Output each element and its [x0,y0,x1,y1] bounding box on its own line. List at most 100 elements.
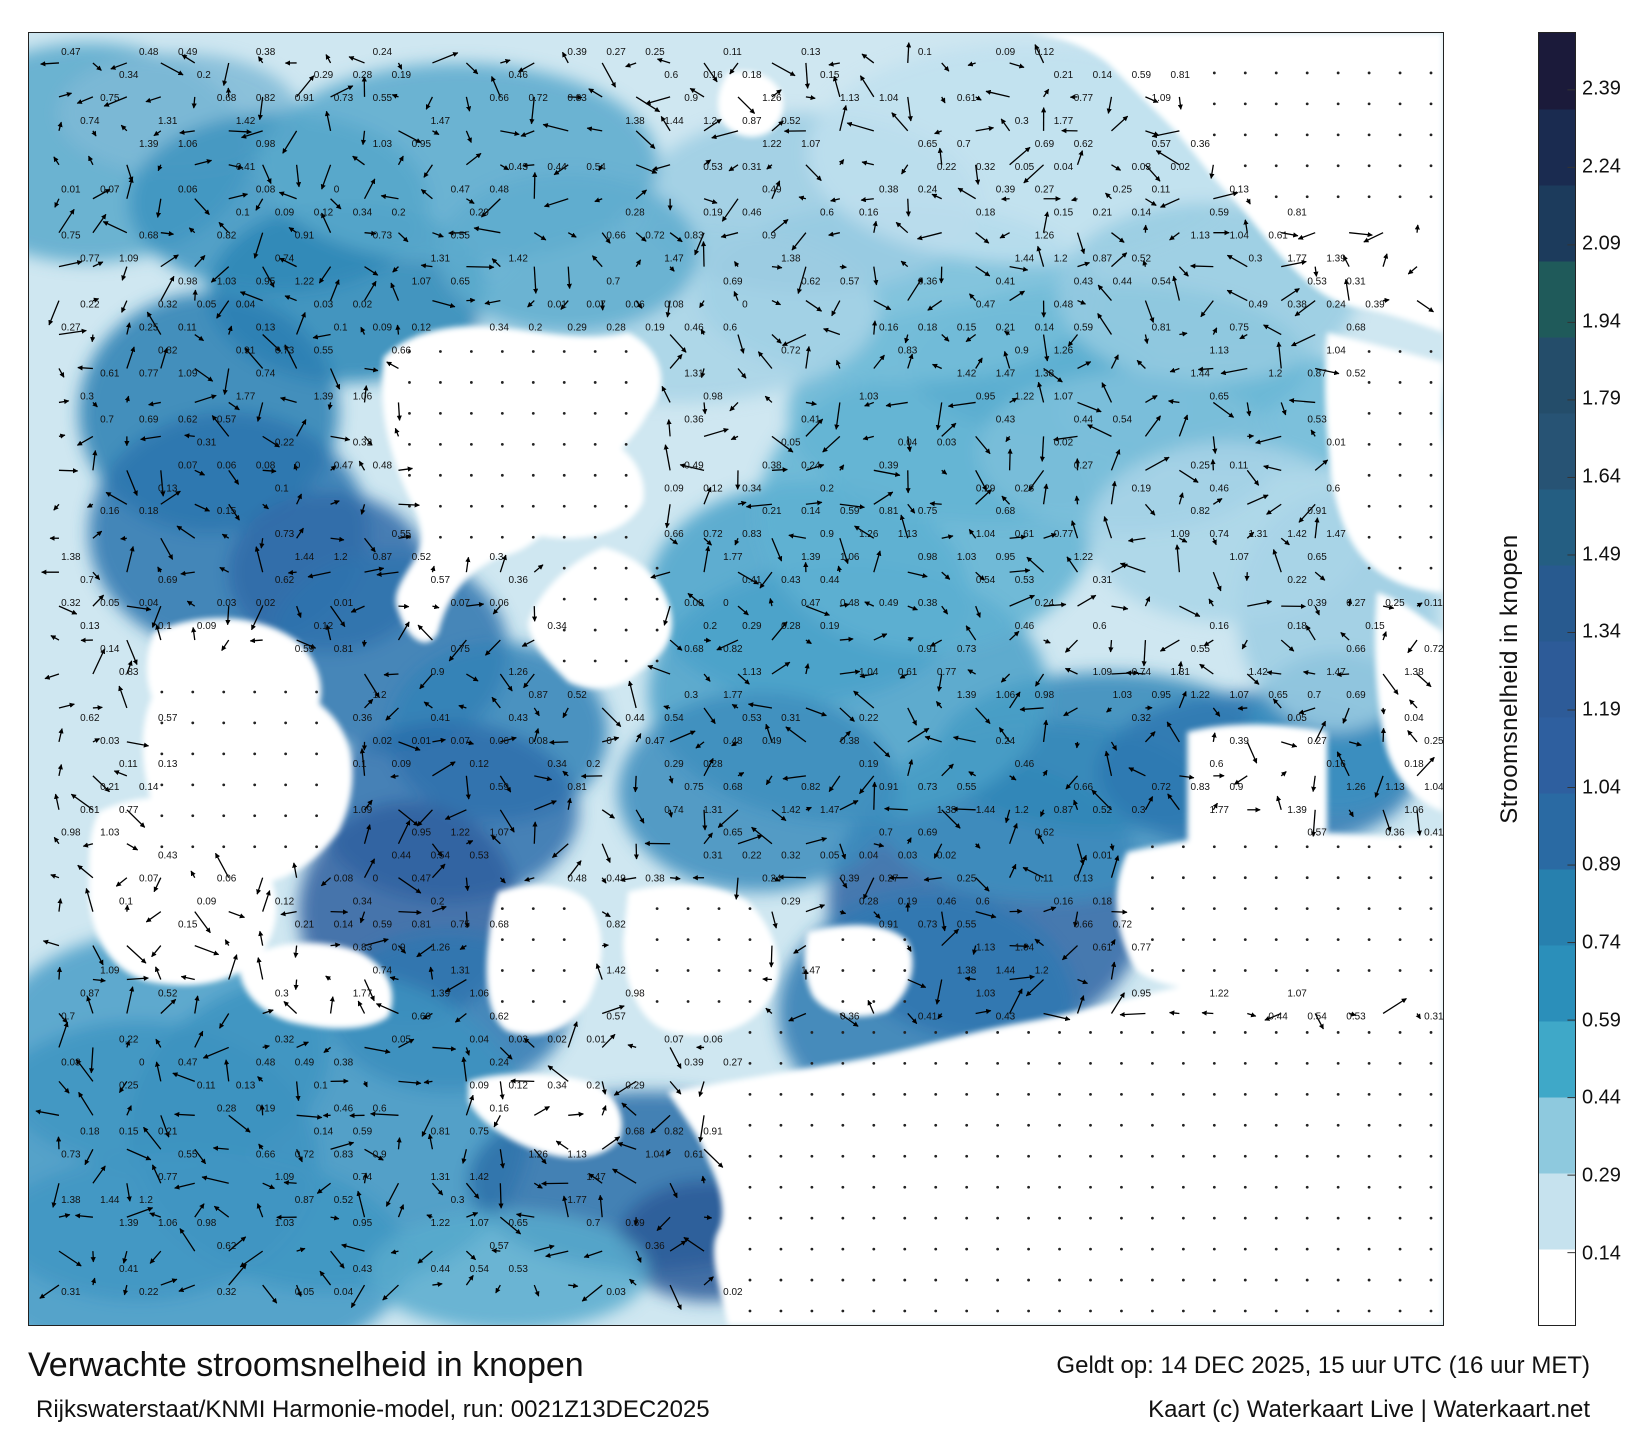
current-arrow [759,571,773,589]
current-arrow [1108,640,1114,653]
current-arrow [465,556,471,573]
speed-label: 0.57 [217,414,237,425]
current-arrow [465,1047,471,1056]
current-arrow [771,334,782,344]
current-arrow [420,189,433,200]
grid-dot [562,442,566,446]
grid-dot [531,504,535,508]
current-arrow [1037,381,1045,403]
current-arrow [126,1105,132,1116]
speed-label: 1.04 [976,529,996,540]
speed-label: 0.54 [431,851,451,862]
speed-label: 1.22 [451,828,471,839]
grid-dot [717,938,721,941]
current-arrow [461,1056,468,1082]
grid-dot [222,752,226,756]
speed-label: 0.11 [723,47,742,58]
current-arrow [1348,1011,1357,1017]
current-arrow [296,311,306,335]
speed-label: 0.75 [684,782,704,793]
current-arrow [362,1172,368,1184]
grid-dot [996,1309,1000,1313]
current-arrow [778,874,806,880]
current-arrow [1174,544,1181,573]
current-arrow [352,155,365,166]
speed-label: 0.08 [61,1057,81,1068]
speed-label: 0.68 [684,644,704,655]
grid-dot [284,783,288,787]
speed-label: 1.09 [119,254,139,265]
speed-label: 0.9 [1229,782,1243,793]
current-arrow [839,843,847,860]
current-arrow [358,460,366,471]
speed-label: 1.31 [431,254,451,265]
speed-label: 0.47 [334,460,354,471]
current-arrow [846,121,874,132]
speed-label: 0.9 [1015,346,1029,357]
current-arrow [431,1182,444,1196]
speed-label: 0.04 [1404,713,1424,724]
current-arrow [771,435,794,453]
current-arrow [771,299,782,306]
current-arrow [1043,602,1067,608]
speed-label: 0.55 [957,782,977,793]
current-arrow [533,1148,547,1165]
speed-label: 0.11 [1424,598,1443,609]
current-arrow [258,930,264,946]
current-arrow [327,402,333,410]
speed-label: 0.61 [957,93,977,104]
grid-dot [253,845,257,849]
current-arrow [1264,1012,1282,1021]
grid-dot [1429,1309,1433,1313]
current-arrow [92,775,110,793]
current-arrow [854,525,875,539]
current-arrow [1211,732,1217,743]
grid-dot [253,814,257,818]
current-arrow [839,730,851,743]
speed-label: 0.08 [528,736,548,747]
current-arrow [466,840,474,846]
speed-label: 0.55 [451,231,471,242]
current-arrow [432,52,459,64]
grid-dot [1089,1216,1092,1220]
current-arrow [1380,707,1386,715]
speed-label: 1.07 [412,277,432,288]
speed-label: 0.74 [664,805,684,816]
grid-dot [748,1247,752,1251]
speed-label: 0.09 [197,621,217,632]
current-arrow [1110,480,1117,505]
current-arrow [194,944,220,956]
speed-label: 0.3 [80,391,94,402]
current-arrow [771,621,788,641]
grid-dot [1151,907,1154,911]
current-arrow [380,193,399,200]
current-arrow [427,1133,434,1150]
current-arrow [143,1126,162,1150]
current-arrow [601,1136,621,1150]
speed-label: 1.26 [528,1149,548,1160]
current-arrow [965,334,977,343]
current-arrow [1348,741,1362,747]
grid-dot [562,412,566,415]
land-area [88,33,1443,1325]
colorbar-band [1539,1097,1575,1174]
current-arrow [568,1111,584,1117]
current-arrow [466,1212,479,1218]
current-arrow [145,96,162,103]
current-arrow [853,690,875,709]
grid-dot [841,1185,845,1189]
current-arrow [296,419,307,437]
current-arrow [907,353,914,369]
current-arrow [1037,833,1045,845]
grid-dot [1305,845,1309,849]
grid-dot [872,1278,876,1282]
colorbar-tick-label: 1.64 [1582,465,1621,488]
grid-dot [222,783,226,787]
speed-label: 0.72 [645,231,665,242]
speed-label: 0.83 [334,1149,354,1160]
current-arrow [805,95,816,101]
grid-dot [779,1216,783,1220]
current-arrow [390,282,400,301]
speed-label: 0.69 [918,828,938,839]
grid-dot [469,350,473,353]
